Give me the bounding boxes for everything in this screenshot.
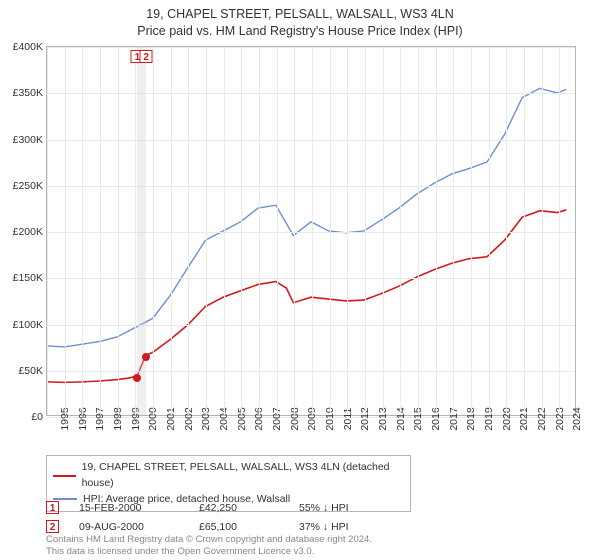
credit-line: This data is licensed under the Open Gov…	[46, 546, 314, 557]
sale-index-badge: 1	[46, 501, 59, 514]
sale-diff: 37% ↓ HPI	[299, 521, 349, 533]
y-tick-label: £250K	[13, 180, 43, 192]
sale-index-badge: 2	[46, 520, 59, 533]
y-tick-label: £150K	[13, 272, 43, 284]
x-tick-label: 2024	[559, 407, 583, 430]
y-tick-label: £50K	[18, 365, 43, 377]
y-tick-label: £0	[31, 411, 43, 423]
y-tick-label: £400K	[13, 41, 43, 53]
y-tick-label: £300K	[13, 134, 43, 146]
legend-label: 19, CHAPEL STREET, PELSALL, WALSALL, WS3…	[82, 460, 404, 492]
legend-item: 19, CHAPEL STREET, PELSALL, WALSALL, WS3…	[53, 460, 404, 492]
sale-badge: 2	[140, 50, 153, 63]
y-tick-label: £200K	[13, 226, 43, 238]
chart-title: 19, CHAPEL STREET, PELSALL, WALSALL, WS3…	[0, 0, 600, 40]
credit-line: Contains HM Land Registry data © Crown c…	[46, 534, 372, 545]
y-tick-label: £100K	[13, 319, 43, 331]
sale-marker	[142, 353, 150, 361]
sale-price: £42,250	[199, 502, 279, 514]
sale-date: 09-AUG-2000	[79, 521, 179, 533]
legend-swatch	[53, 475, 76, 477]
chart-container: 19, CHAPEL STREET, PELSALL, WALSALL, WS3…	[0, 0, 600, 560]
sales-table: 1 15-FEB-2000 £42,250 55% ↓ HPI 2 09-AUG…	[46, 498, 576, 536]
sale-marker	[133, 374, 141, 382]
title-subtitle: Price paid vs. HM Land Registry's House …	[0, 23, 600, 40]
table-row: 1 15-FEB-2000 £42,250 55% ↓ HPI	[46, 498, 576, 517]
table-row: 2 09-AUG-2000 £65,100 37% ↓ HPI	[46, 517, 576, 536]
credit-text: Contains HM Land Registry data © Crown c…	[46, 534, 576, 558]
sale-price: £65,100	[199, 521, 279, 533]
title-address: 19, CHAPEL STREET, PELSALL, WALSALL, WS3…	[0, 6, 600, 23]
sale-diff: 55% ↓ HPI	[299, 502, 349, 514]
y-tick-label: £350K	[13, 87, 43, 99]
plot-area: £0£50K£100K£150K£200K£250K£300K£350K£400…	[46, 46, 576, 416]
chart-svg	[47, 47, 575, 415]
sale-date: 15-FEB-2000	[79, 502, 179, 514]
